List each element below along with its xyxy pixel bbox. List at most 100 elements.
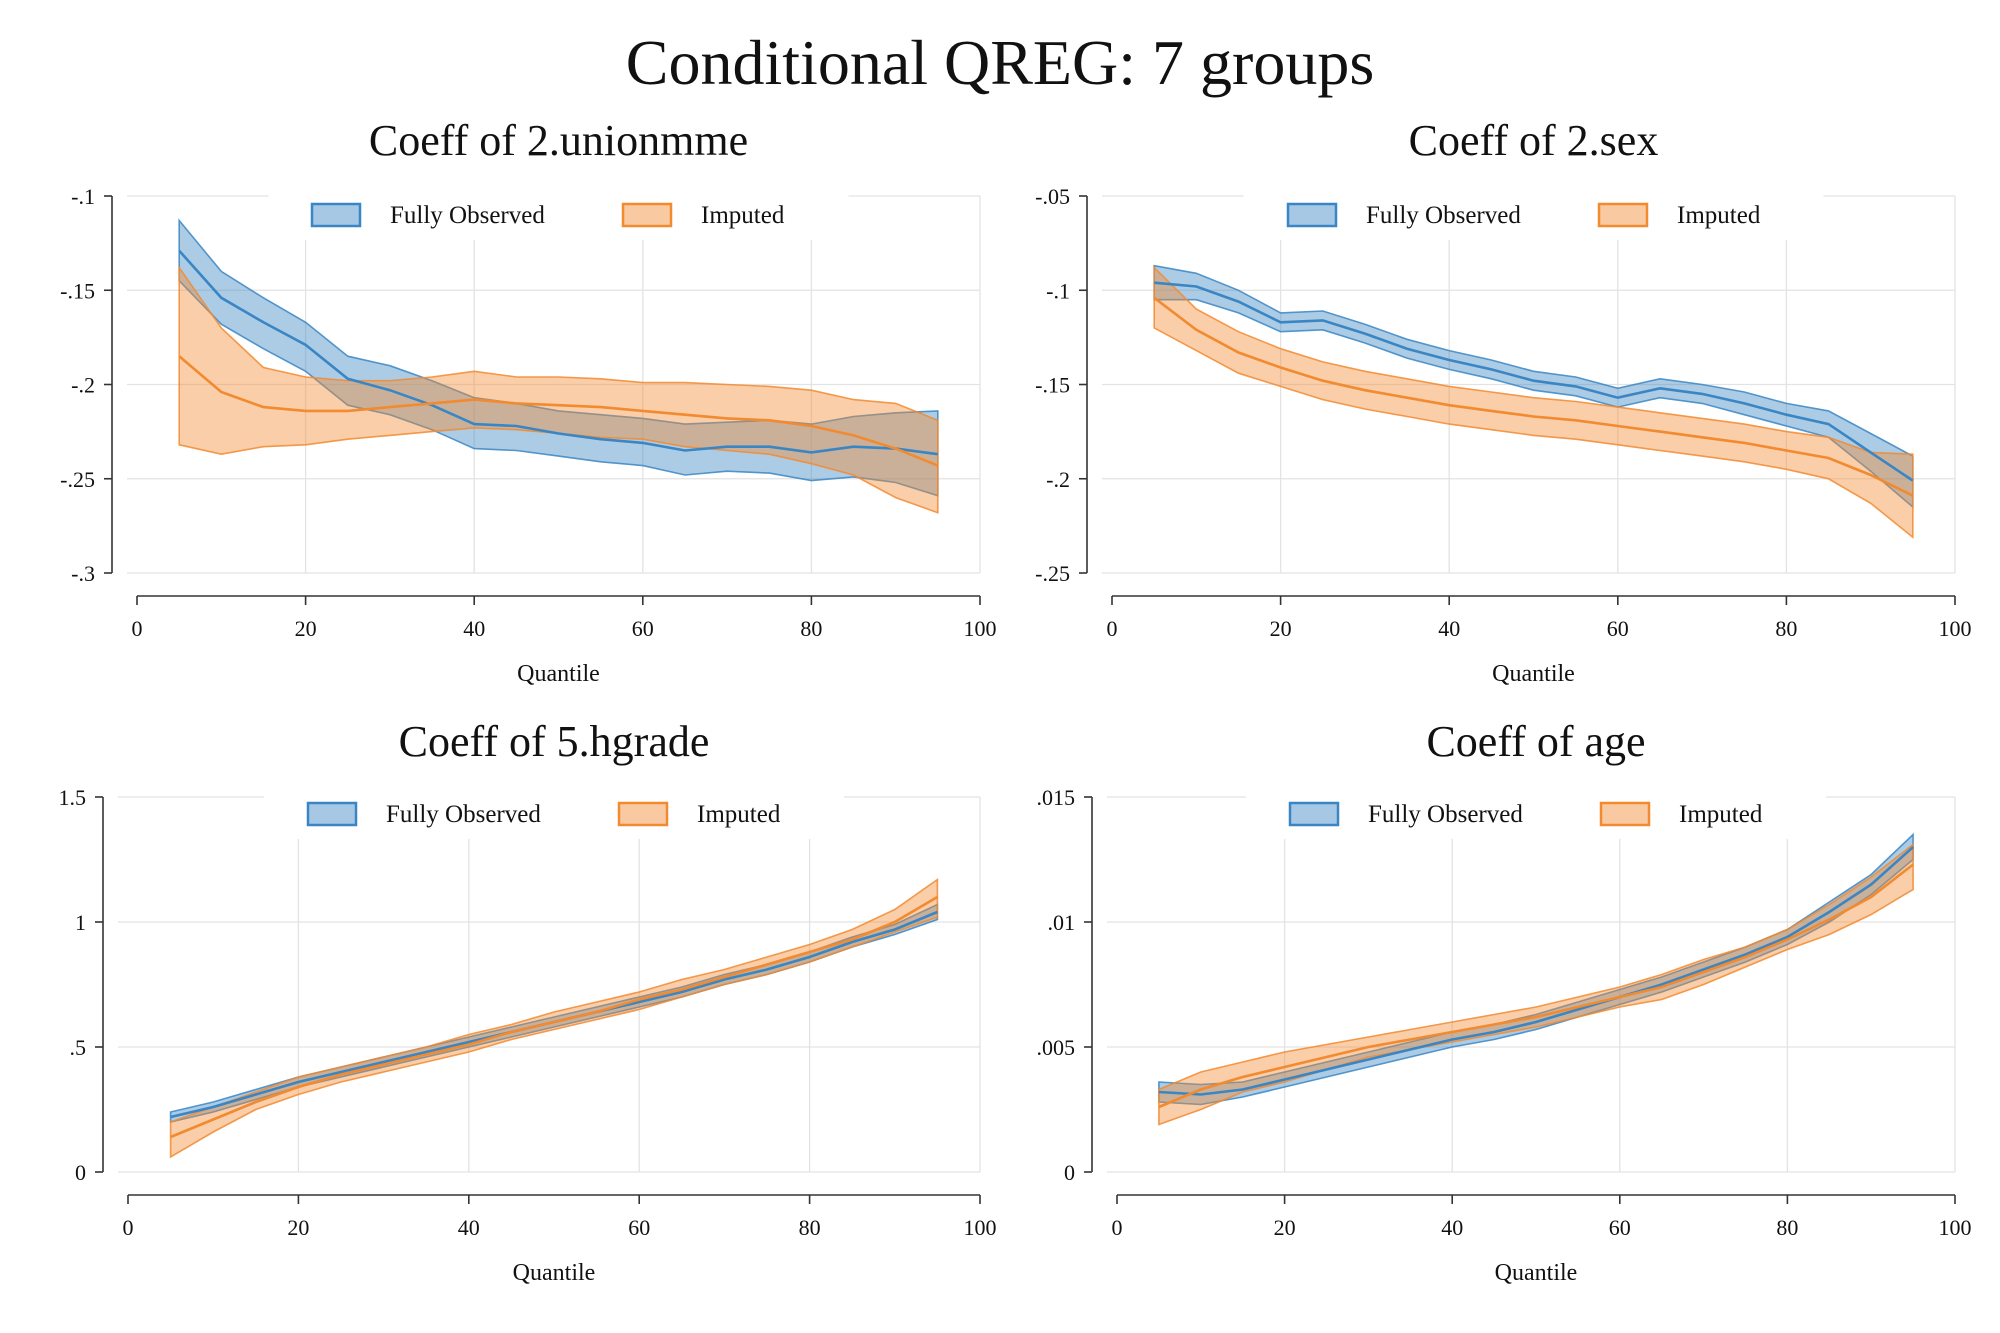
y-tick-label: -.1	[1046, 278, 1070, 303]
legend-swatch-imputed	[1599, 801, 1651, 827]
data-point	[1279, 321, 1282, 324]
chart-panel-1: Coeff of 2.unionmme -.3 -.25 -.2 -.15 -.1 0 20 4…	[60, 116, 996, 687]
data-point	[936, 464, 939, 467]
y-tick-label: -.3	[71, 561, 95, 586]
data-point	[473, 398, 476, 401]
data-point	[599, 406, 602, 409]
data-point	[297, 1080, 300, 1083]
data-point	[1283, 1065, 1286, 1068]
chart-panel-4: Coeff of age 0 .005 .01 .015 0 20 40 60 80 100 Quan…	[1037, 717, 1972, 1286]
estimate-line-fully-observed	[1158, 846, 1914, 1096]
data-point	[1827, 422, 1830, 425]
data-point	[723, 975, 726, 978]
panel-title: Coeff of 2.unionmme	[369, 116, 748, 165]
data-point	[851, 938, 854, 941]
data-point	[1325, 1068, 1328, 1071]
data-point	[1785, 413, 1788, 416]
data-point	[1869, 473, 1872, 476]
data-point	[726, 445, 729, 448]
y-tick-label: -.25	[60, 467, 95, 492]
y-tick-label: -.2	[71, 373, 95, 398]
data-point	[557, 432, 560, 435]
x-axis-title: Quantile	[513, 1260, 596, 1286]
figure-title: Conditional QREG: 7 groups	[626, 27, 1374, 98]
data-point	[1405, 347, 1408, 350]
legend-label-fully-observed: Fully Observed	[1366, 202, 1521, 229]
data-point	[1325, 1055, 1328, 1058]
data-point	[388, 406, 391, 409]
data-point	[1283, 1078, 1286, 1081]
data-point	[726, 417, 729, 420]
data-point	[1405, 396, 1408, 399]
estimate-line-fully-observed	[1154, 281, 1914, 482]
panel-title: Coeff of 5.hgrade	[399, 717, 710, 766]
data-point	[515, 402, 518, 405]
data-point	[808, 950, 811, 953]
data-point	[262, 406, 265, 409]
y-tick-label: -.05	[1035, 184, 1070, 209]
data-point	[510, 1030, 513, 1033]
y-tick-label: -.25	[1035, 561, 1070, 586]
data-point	[599, 438, 602, 441]
x-tick-label: 0	[123, 1215, 134, 1240]
data-point	[768, 419, 771, 422]
data-point	[595, 1010, 598, 1013]
data-point	[1321, 379, 1324, 382]
data-point	[894, 447, 897, 450]
data-point	[1237, 351, 1240, 354]
y-tick-label: .01	[1048, 910, 1076, 935]
confidence-band-imputed	[1158, 842, 1914, 1126]
legend-label-fully-observed: Fully Observed	[386, 801, 541, 828]
data-point	[297, 1085, 300, 1088]
y-tick-label: 1.5	[59, 785, 87, 810]
estimate-line-imputed	[1153, 296, 1914, 497]
data-point	[1153, 296, 1156, 299]
data-point	[852, 434, 855, 437]
data-point	[1658, 430, 1661, 433]
data-point	[1241, 1088, 1244, 1091]
data-point	[852, 445, 855, 448]
x-tick-label: 100	[1939, 1215, 1972, 1240]
x-tick-label: 60	[1609, 1215, 1631, 1240]
data-point	[339, 1073, 342, 1076]
data-point	[1827, 456, 1830, 459]
legend-swatch-fully-observed	[1288, 801, 1340, 827]
data-point	[346, 377, 349, 380]
data-point	[169, 1115, 172, 1118]
data-point	[936, 453, 939, 456]
data-point	[683, 413, 686, 416]
data-point	[936, 910, 939, 913]
data-point	[382, 1063, 385, 1066]
data-point	[1451, 1030, 1454, 1033]
x-tick-label: 80	[1776, 1215, 1798, 1240]
y-tick-label: .5	[70, 1035, 87, 1060]
y-tick-label: .015	[1037, 785, 1076, 810]
data-point	[1153, 281, 1156, 284]
data-point	[1576, 1005, 1579, 1008]
legend-label-imputed: Imputed	[1677, 202, 1761, 229]
legend-swatch-fully-observed	[306, 801, 358, 827]
data-point	[808, 955, 811, 958]
data-point	[304, 409, 307, 412]
data-point	[1493, 1023, 1496, 1026]
data-point	[304, 343, 307, 346]
data-point	[638, 998, 641, 1001]
data-point	[1195, 328, 1198, 331]
x-axis-title: Quantile	[1492, 661, 1575, 687]
data-point	[1702, 970, 1705, 973]
legend-label-imputed: Imputed	[697, 801, 781, 828]
x-tick-label: 0	[132, 616, 143, 641]
data-point	[220, 390, 223, 393]
data-point	[1367, 1045, 1370, 1048]
x-tick-label: 0	[1107, 616, 1118, 641]
data-point	[254, 1100, 257, 1103]
y-tick-label: -.15	[1035, 373, 1070, 398]
data-point	[1616, 424, 1619, 427]
data-point	[1448, 404, 1451, 407]
panel-title: Coeff of 2.sex	[1409, 116, 1659, 165]
data-point	[936, 895, 939, 898]
x-tick-label: 20	[287, 1215, 309, 1240]
x-axis-title: Quantile	[517, 661, 600, 687]
legend-box	[1243, 186, 1824, 240]
